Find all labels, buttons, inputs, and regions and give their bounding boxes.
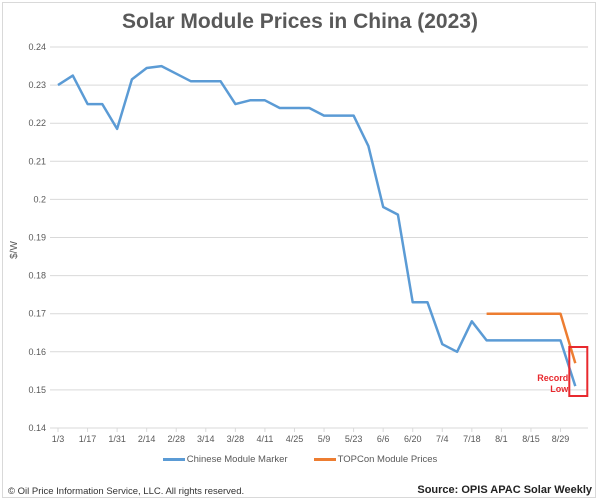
chart-frame [2,2,596,498]
record-low-highlight-box [568,346,589,397]
y-tick-label: 0.21 [28,156,46,166]
series-line-topcon-module-prices [486,312,577,364]
series-line-chinese-module-marker [57,64,577,387]
source-text: Source: OPIS APAC Solar Weekly [417,484,592,496]
x-tick-label: 3/14 [197,434,215,444]
x-tick-label: 7/18 [463,434,481,444]
x-tick-label: 6/20 [404,434,422,444]
x-tick-label: 5/23 [345,434,363,444]
x-tick-label: 2/14 [138,434,156,444]
y-tick-label: 0.16 [28,347,46,357]
y-tick-label: 0.18 [28,271,46,281]
y-tick-label: 0.24 [28,42,46,52]
x-tick-label: 1/17 [79,434,97,444]
x-tick-label: 1/31 [108,434,126,444]
copyright-text: © Oil Price Information Service, LLC. Al… [8,486,245,497]
y-tick-label: 0.22 [28,118,46,128]
x-tick-label: 4/25 [286,434,304,444]
legend-label: TOPCon Module Prices [337,454,438,465]
legend-item-chinese-module-marker: Chinese Module Marker [162,454,288,465]
x-tick-label: 7/4 [436,434,449,444]
annotation-low: Low [550,384,569,394]
y-tick-label: 0.2 [33,194,46,204]
x-tick-label: 5/9 [318,434,331,444]
y-axis-label: $/W [9,241,20,259]
x-tick-label: 3/28 [227,434,245,444]
legend-label: Chinese Module Marker [186,454,288,465]
x-tick-label: 6/6 [377,434,390,444]
legend-swatch-orange [313,458,336,461]
x-tick-label: 2/28 [167,434,185,444]
y-tick-label: 0.23 [28,80,46,90]
legend-swatch-blue [162,458,185,461]
x-tick-label: 1/3 [52,434,65,444]
y-tick-label: 0.19 [28,233,46,243]
y-tick-label: 0.15 [28,385,46,395]
annotation-record: Record [537,373,568,383]
x-tick-label: 4/11 [256,434,273,444]
x-tick-label: 8/29 [552,434,570,444]
legend-item-topcon-module-prices: TOPCon Module Prices [313,454,438,465]
y-tick-label: 0.17 [28,309,46,319]
y-tick-label: 0.14 [28,423,46,433]
x-tick-label: 8/15 [522,434,540,444]
x-tick-label: 8/1 [495,434,508,444]
chart-title: Solar Module Prices in China (2023) [122,10,478,33]
legend: Chinese Module Marker TOPCon Module Pric… [0,454,600,465]
